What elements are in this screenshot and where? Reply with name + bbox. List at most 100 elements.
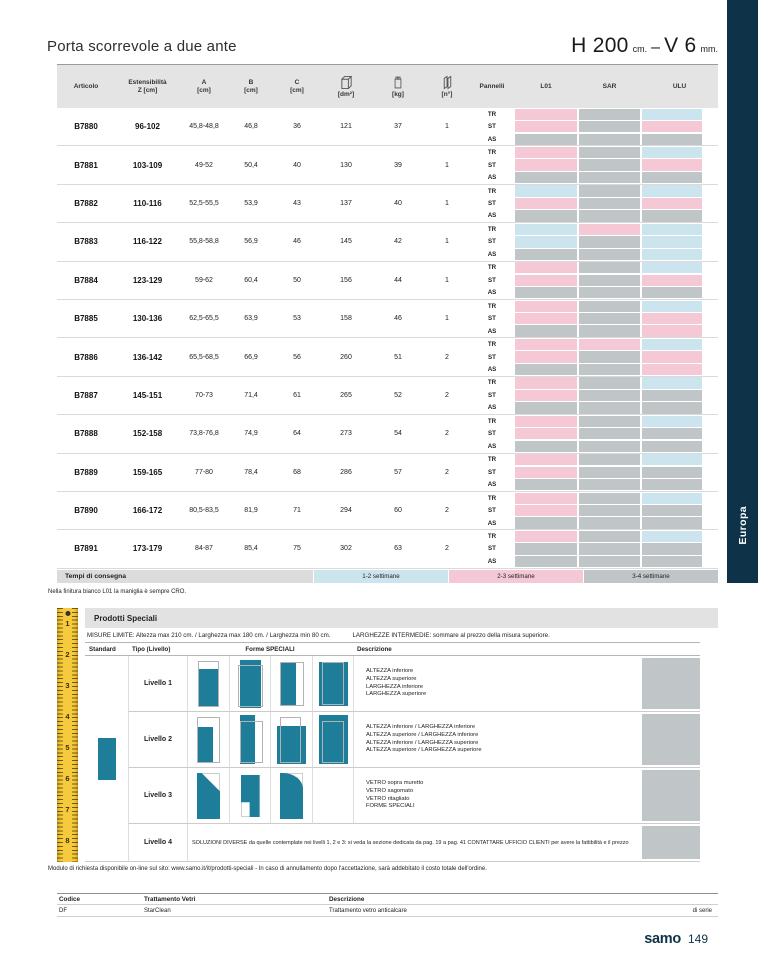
pannelli-label-AS: AS xyxy=(487,250,497,258)
cell-a: 70-73 xyxy=(195,391,213,399)
shape-fill xyxy=(277,726,306,764)
delivery-cell xyxy=(642,454,702,466)
cell-b: 53,9 xyxy=(244,199,258,207)
livello-label: Livello 1 xyxy=(128,656,187,712)
delivery-cell xyxy=(642,440,702,452)
delivery-cell xyxy=(515,504,577,517)
size-spec: H 200 cm. – V 6 mm. xyxy=(571,34,718,58)
pannelli-label-AS: AS xyxy=(487,174,497,182)
shape-hsup-winf xyxy=(230,712,271,767)
ruler-number-8: 8 xyxy=(65,836,70,845)
pannelli-label-TR: TR xyxy=(487,110,497,118)
col-header-articolo: Articolo xyxy=(57,65,115,108)
delivery-cell xyxy=(642,159,702,171)
cell-a: 73,8-76,8 xyxy=(189,430,219,438)
vetri-header-descrizione: Descrizione xyxy=(329,895,365,903)
cell-n: 1 xyxy=(445,276,449,284)
cell-b: 71,4 xyxy=(244,391,258,399)
table-row-B7887: B7887 145-151 70-73 71,4 61 265 52 2 TR ST AS xyxy=(57,377,718,416)
delivery-cell xyxy=(515,248,577,260)
shape-w-inf xyxy=(271,656,312,711)
delivery-cell xyxy=(579,389,640,402)
delivery-cell xyxy=(642,530,702,543)
col-header-l01-line1: L01 xyxy=(540,83,552,90)
price-cell-fill xyxy=(642,714,700,765)
delivery-cell xyxy=(515,300,577,312)
cell-kg: 37 xyxy=(394,123,402,131)
delivery-cell xyxy=(642,389,702,402)
delivery-cell xyxy=(642,287,702,299)
delivery-cell xyxy=(642,504,702,517)
cell-kg: 63 xyxy=(394,545,402,553)
cell-dm2: 158 xyxy=(340,315,352,323)
delivery-cell xyxy=(642,223,702,236)
cell-articolo: B7891 xyxy=(74,544,98,554)
col-header-estensibilita-line1: Estensibilità xyxy=(128,79,167,86)
cell-articolo: B7890 xyxy=(74,506,98,516)
cell-articolo: B7888 xyxy=(74,429,98,439)
description-line: ALTEZZA superiore / LARGHEZZA superiore xyxy=(366,747,482,754)
ruler-number-2: 2 xyxy=(65,650,70,659)
description-line: VETRO sagomato xyxy=(366,787,414,794)
cell-n: 1 xyxy=(445,238,449,246)
delivery-cell xyxy=(579,504,640,517)
vetri-header-row: Codice Trattamento Vetri Descrizione xyxy=(57,893,718,905)
livello-label: Livello 2 xyxy=(128,712,187,768)
shape-outline xyxy=(280,717,301,763)
description-line: ALTEZZA superiore xyxy=(366,675,417,682)
delivery-cell xyxy=(515,274,577,286)
forma-speciale-cell xyxy=(270,768,312,824)
delivery-cell xyxy=(515,197,577,210)
shape-outline xyxy=(198,661,219,707)
delivery-cell xyxy=(579,210,640,222)
shape-outline xyxy=(237,665,263,707)
delivery-cell xyxy=(515,530,577,543)
delivery-cell xyxy=(642,133,702,145)
description-line: VETRO ritagliato xyxy=(366,795,410,802)
delivery-cell xyxy=(579,197,640,210)
delivery-cell xyxy=(579,402,640,414)
shape-fill xyxy=(198,669,219,707)
price-cell-fill xyxy=(642,658,700,709)
pannelli-label-AS: AS xyxy=(487,442,497,450)
cell-c: 40 xyxy=(293,161,301,169)
delivery-cell xyxy=(515,428,577,440)
finish-note: Nella finitura bianco L01 la maniglia è … xyxy=(48,589,187,595)
surface-icon xyxy=(340,75,353,90)
product-table-header: Articolo Estensibilità Z [cm] A [cm] B [cm] C [c… xyxy=(57,64,718,108)
pannelli-label-TR: TR xyxy=(487,341,497,349)
cell-kg: 40 xyxy=(394,199,402,207)
table-row-B7884: B7884 123-129 59-62 60,4 50 156 44 1 TR ST AS xyxy=(57,262,718,300)
pannelli-label-TR: TR xyxy=(487,379,497,387)
shape-hinf-wsup xyxy=(271,712,312,767)
livello4-description: SOLUZIONI DIVERSE da quelle contemplate … xyxy=(187,824,642,862)
delivery-cell xyxy=(515,440,577,452)
shape-fill xyxy=(280,773,303,819)
cell-b: 60,4 xyxy=(244,276,258,284)
col-header-pannelli-line1: Pannelli xyxy=(479,83,505,90)
delivery-cell xyxy=(642,146,702,159)
delivery-cell xyxy=(515,517,577,529)
table-row-B7890: B7890 166-172 80,5-83,5 81,9 71 294 60 2 TR ST AS xyxy=(57,492,718,531)
delivery-cell xyxy=(642,555,702,568)
delivery-cell xyxy=(579,325,640,337)
prodotti-speciali-content: Prodotti Speciali MISURE LIMITE: Altezza… xyxy=(85,608,718,862)
vetri-di-serie: di serie xyxy=(692,907,712,914)
cell-dm2: 260 xyxy=(340,353,352,361)
delivery-cell xyxy=(642,466,702,478)
cell-articolo: B7884 xyxy=(74,275,98,285)
delivery-cell xyxy=(642,313,702,325)
shape-fill xyxy=(197,727,213,763)
speciali-header-spacer xyxy=(642,642,700,656)
cell-a: 77-80 xyxy=(195,468,213,476)
delivery-cell xyxy=(579,223,640,236)
cell-z: 110-116 xyxy=(133,198,162,208)
table-row-B7888: B7888 152-158 73,8-76,8 74,9 64 273 54 2 TR ST AS xyxy=(57,415,718,454)
pannelli-label-TR: TR xyxy=(487,533,497,541)
delivery-cell xyxy=(579,415,640,427)
modulo-note: Modulo di richiesta disponibile on-line … xyxy=(48,866,487,872)
shape-w-sup xyxy=(313,656,354,711)
page-footer: samo 149 xyxy=(57,930,708,948)
pannelli-label-ST: ST xyxy=(488,123,496,131)
delivery-cell xyxy=(642,428,702,440)
